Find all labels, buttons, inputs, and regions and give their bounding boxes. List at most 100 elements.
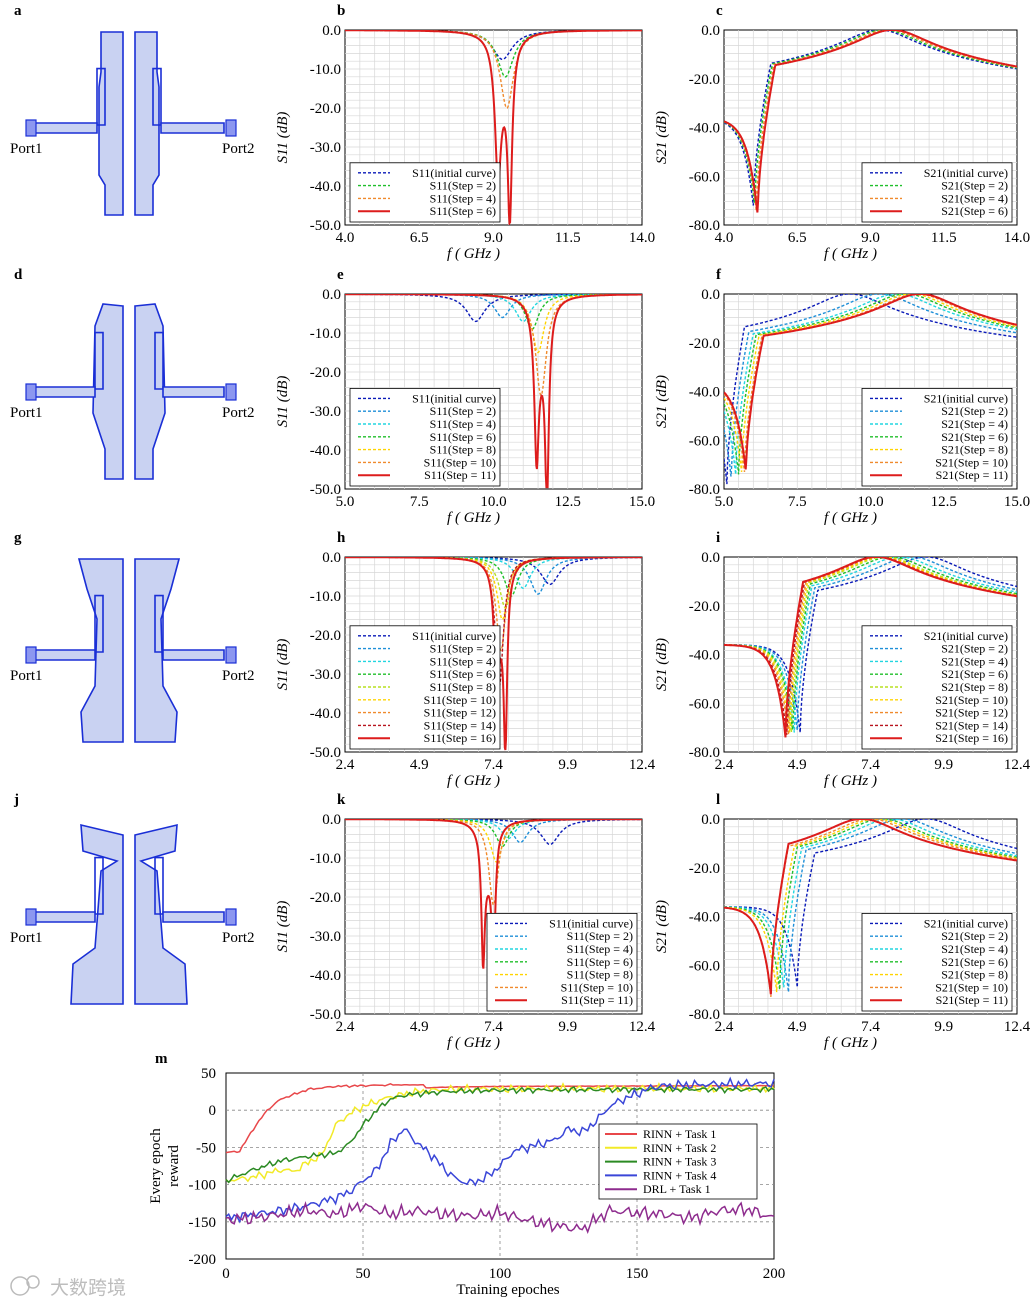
legend-entry: S11(Step = 2) <box>430 179 496 193</box>
legend-entry: RINN + Task 3 <box>643 1155 716 1169</box>
panel-label: j <box>13 792 19 808</box>
series-line <box>345 30 642 109</box>
y-tick-label: -150 <box>189 1215 217 1231</box>
legend-entry: S11(Step = 6) <box>430 430 496 444</box>
port-terminal <box>25 908 37 926</box>
legend-entry: RINN + Task 1 <box>643 1127 716 1141</box>
y-tick-label: -20.0 <box>310 101 341 117</box>
legend-entry: S11(Step = 8) <box>430 443 496 457</box>
port-label-2: Port2 <box>222 141 255 157</box>
x-tick-label: 12.4 <box>629 757 656 773</box>
series-line <box>724 30 1017 213</box>
series-line <box>345 557 642 609</box>
series-line <box>345 294 642 489</box>
x-tick-label: 100 <box>489 1266 512 1282</box>
x-tick-label: 4.9 <box>410 757 429 773</box>
legend-entry: S21(Step = 10) <box>935 693 1008 707</box>
x-tick-label: 0 <box>222 1266 230 1282</box>
x-tick-label: 150 <box>626 1266 649 1282</box>
series-line <box>724 557 1017 733</box>
chart-panel-i: i 2.4 4.9 7.4 9.9 12.4 0.0 -20.0 -40.0 -60.0 -80.0… <box>654 530 1031 789</box>
curves <box>724 819 1017 997</box>
x-axis-title: f ( GHz ) <box>447 773 500 789</box>
x-tick-label: 11.5 <box>555 230 581 246</box>
y-tick-label: -40.0 <box>689 910 720 926</box>
y-tick-label: -40.0 <box>310 968 341 984</box>
legend-entry: S21(Step = 11) <box>936 468 1008 482</box>
x-axis-title: f ( GHz ) <box>824 246 877 262</box>
series-line <box>724 557 1017 733</box>
series-line <box>724 294 1017 477</box>
x-tick-label: 7.4 <box>861 1019 880 1035</box>
x-tick-label: 15.0 <box>629 494 655 510</box>
y-axis-title: S21 (dB) <box>654 375 670 428</box>
x-tick-label: 12.4 <box>1004 757 1031 773</box>
x-tick-label: 6.5 <box>410 230 429 246</box>
series-line <box>225 1085 775 1184</box>
panel-label: c <box>716 3 723 19</box>
legend-entry: S21(initial curve) <box>924 629 1008 643</box>
y-tick-label: 0.0 <box>322 23 341 39</box>
port-terminal <box>25 646 37 664</box>
series-line <box>724 294 1017 475</box>
legend-entry: S11(Step = 8) <box>567 968 633 982</box>
y-tick-label: -50.0 <box>310 1007 341 1023</box>
feed-line <box>33 649 96 661</box>
y-tick-label: -30.0 <box>310 404 341 420</box>
series-line <box>345 294 642 319</box>
x-tick-label: 2.4 <box>715 757 734 773</box>
legend-entry: S21(initial curve) <box>924 166 1008 180</box>
series-line <box>724 30 1017 204</box>
series-line <box>724 30 1017 206</box>
x-tick-label: 4.0 <box>715 230 734 246</box>
chart-panel-h: h 2.4 4.9 7.4 9.9 12.4 0.0 -10.0 -20.0 -30.0 -40.0… <box>275 530 656 789</box>
chart-panel-c: c 4.0 6.5 9.0 11.5 14.0 0.0 -20.0 -40.0 -60.0 -80.… <box>654 3 1030 262</box>
y-axis-title: S11 (dB) <box>275 639 291 691</box>
legend-entry: S11(Step = 6) <box>567 955 633 969</box>
y-axis-title: S21 (dB) <box>654 111 670 164</box>
right-resonator <box>134 558 181 743</box>
port-terminal <box>25 119 37 137</box>
y-tick-label: -60.0 <box>689 169 720 185</box>
y-tick-label: -20.0 <box>689 72 720 88</box>
legend-entry: S21(Step = 6) <box>941 430 1008 444</box>
y-tick-label: -60.0 <box>689 696 720 712</box>
x-tick-label: 9.0 <box>484 230 503 246</box>
y-tick-label: -40.0 <box>689 121 720 137</box>
legend-entry: S11(Step = 12) <box>424 706 496 720</box>
y-tick-label: -10.0 <box>310 589 341 605</box>
series-line <box>724 294 1017 475</box>
legend-entry: S21(Step = 14) <box>935 718 1008 732</box>
y-tick-label: 50 <box>201 1066 216 1082</box>
legend-entry: S21(Step = 4) <box>941 417 1008 431</box>
y-tick-label: -10.0 <box>310 326 341 342</box>
x-tick-label: 10.0 <box>480 494 506 510</box>
x-tick-label: 7.5 <box>410 494 429 510</box>
y-tick-label: -20.0 <box>310 365 341 381</box>
series-line <box>225 1200 775 1234</box>
y-tick-label: -10.0 <box>310 62 341 78</box>
x-tick-label: 15.0 <box>1004 494 1030 510</box>
layout-panel-d: d Port1 Port2 <box>10 267 255 480</box>
watermark-icon <box>10 1276 30 1296</box>
x-tick-label: 11.5 <box>931 230 957 246</box>
legend-entry: S11(Step = 10) <box>561 980 633 994</box>
series-line <box>724 557 1017 738</box>
left-resonator <box>70 823 124 1005</box>
x-axis-title: f ( GHz ) <box>824 510 877 526</box>
series-line <box>724 819 1017 988</box>
legend-entry: S21(Step = 16) <box>935 731 1008 745</box>
legend-entry: S21(Step = 2) <box>941 179 1008 193</box>
legend-entry: S21(Step = 6) <box>941 204 1008 218</box>
legend-entry: RINN + Task 4 <box>643 1168 716 1182</box>
panel-label: b <box>337 3 345 19</box>
layout-panel-a: a Port1 Port2 <box>10 3 255 216</box>
chart-panel-f: f 5.0 7.5 10.0 12.5 15.0 0.0 -20.0 -40.0 -60.0 -80… <box>654 267 1030 526</box>
port-label-1: Port1 <box>10 405 43 421</box>
x-axis-title: Training epoches <box>456 1282 559 1298</box>
y-axis-title: S11 (dB) <box>275 376 291 428</box>
reward-chart: m 0 50 100 150 200 50 0 -50 -100 -150 -200 Training … <box>148 1051 785 1298</box>
y-tick-label: -30.0 <box>310 667 341 683</box>
x-tick-label: 9.9 <box>934 1019 953 1035</box>
